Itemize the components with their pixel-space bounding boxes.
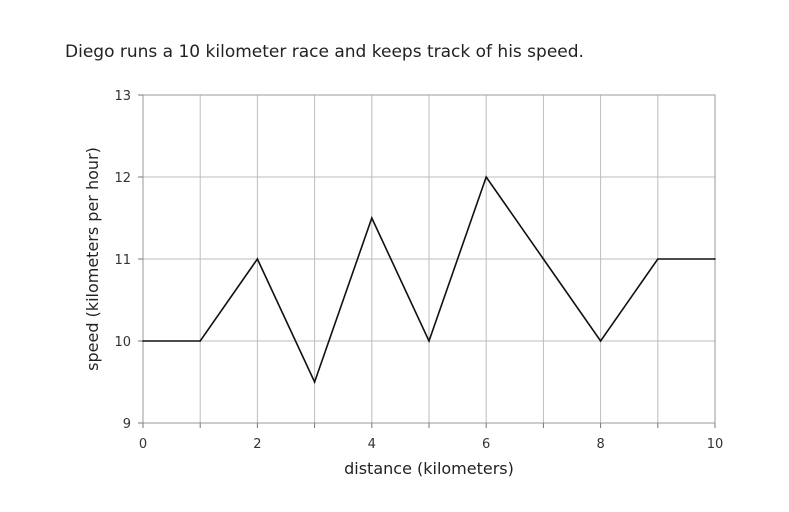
y-tick-label: 12 xyxy=(114,171,131,186)
data-point xyxy=(142,340,144,342)
chart-tick-labels: 0 2 4 6 8 10 9 10 11 12 13 xyxy=(114,89,723,452)
data-point xyxy=(199,340,201,342)
data-point xyxy=(256,258,259,260)
y-axis-title: speed (kilometers per hour) xyxy=(83,147,102,371)
x-tick-label: 6 xyxy=(482,437,490,452)
x-axis-title: distance (kilometers) xyxy=(344,459,514,478)
data-point xyxy=(542,258,545,260)
x-tick-label: 2 xyxy=(253,437,261,452)
y-tick-label: 9 xyxy=(123,417,131,432)
data-point xyxy=(657,258,659,260)
chart-series xyxy=(142,175,716,385)
y-tick-label: 10 xyxy=(114,335,131,350)
x-tick-label: 0 xyxy=(139,437,147,452)
x-tick-label: 8 xyxy=(596,437,604,452)
data-point xyxy=(599,340,602,342)
data-point xyxy=(313,381,316,383)
x-tick-label: 4 xyxy=(368,437,376,452)
data-point xyxy=(714,258,716,260)
data-point xyxy=(371,217,373,219)
data-point xyxy=(428,340,430,342)
y-tick-label: 11 xyxy=(114,253,131,268)
data-point xyxy=(485,176,488,178)
x-tick-label: 10 xyxy=(707,437,724,452)
problem-statement: Diego runs a 10 kilometer race and keeps… xyxy=(65,42,584,62)
y-tick-label: 13 xyxy=(114,89,131,104)
chart-grid xyxy=(138,94,716,428)
